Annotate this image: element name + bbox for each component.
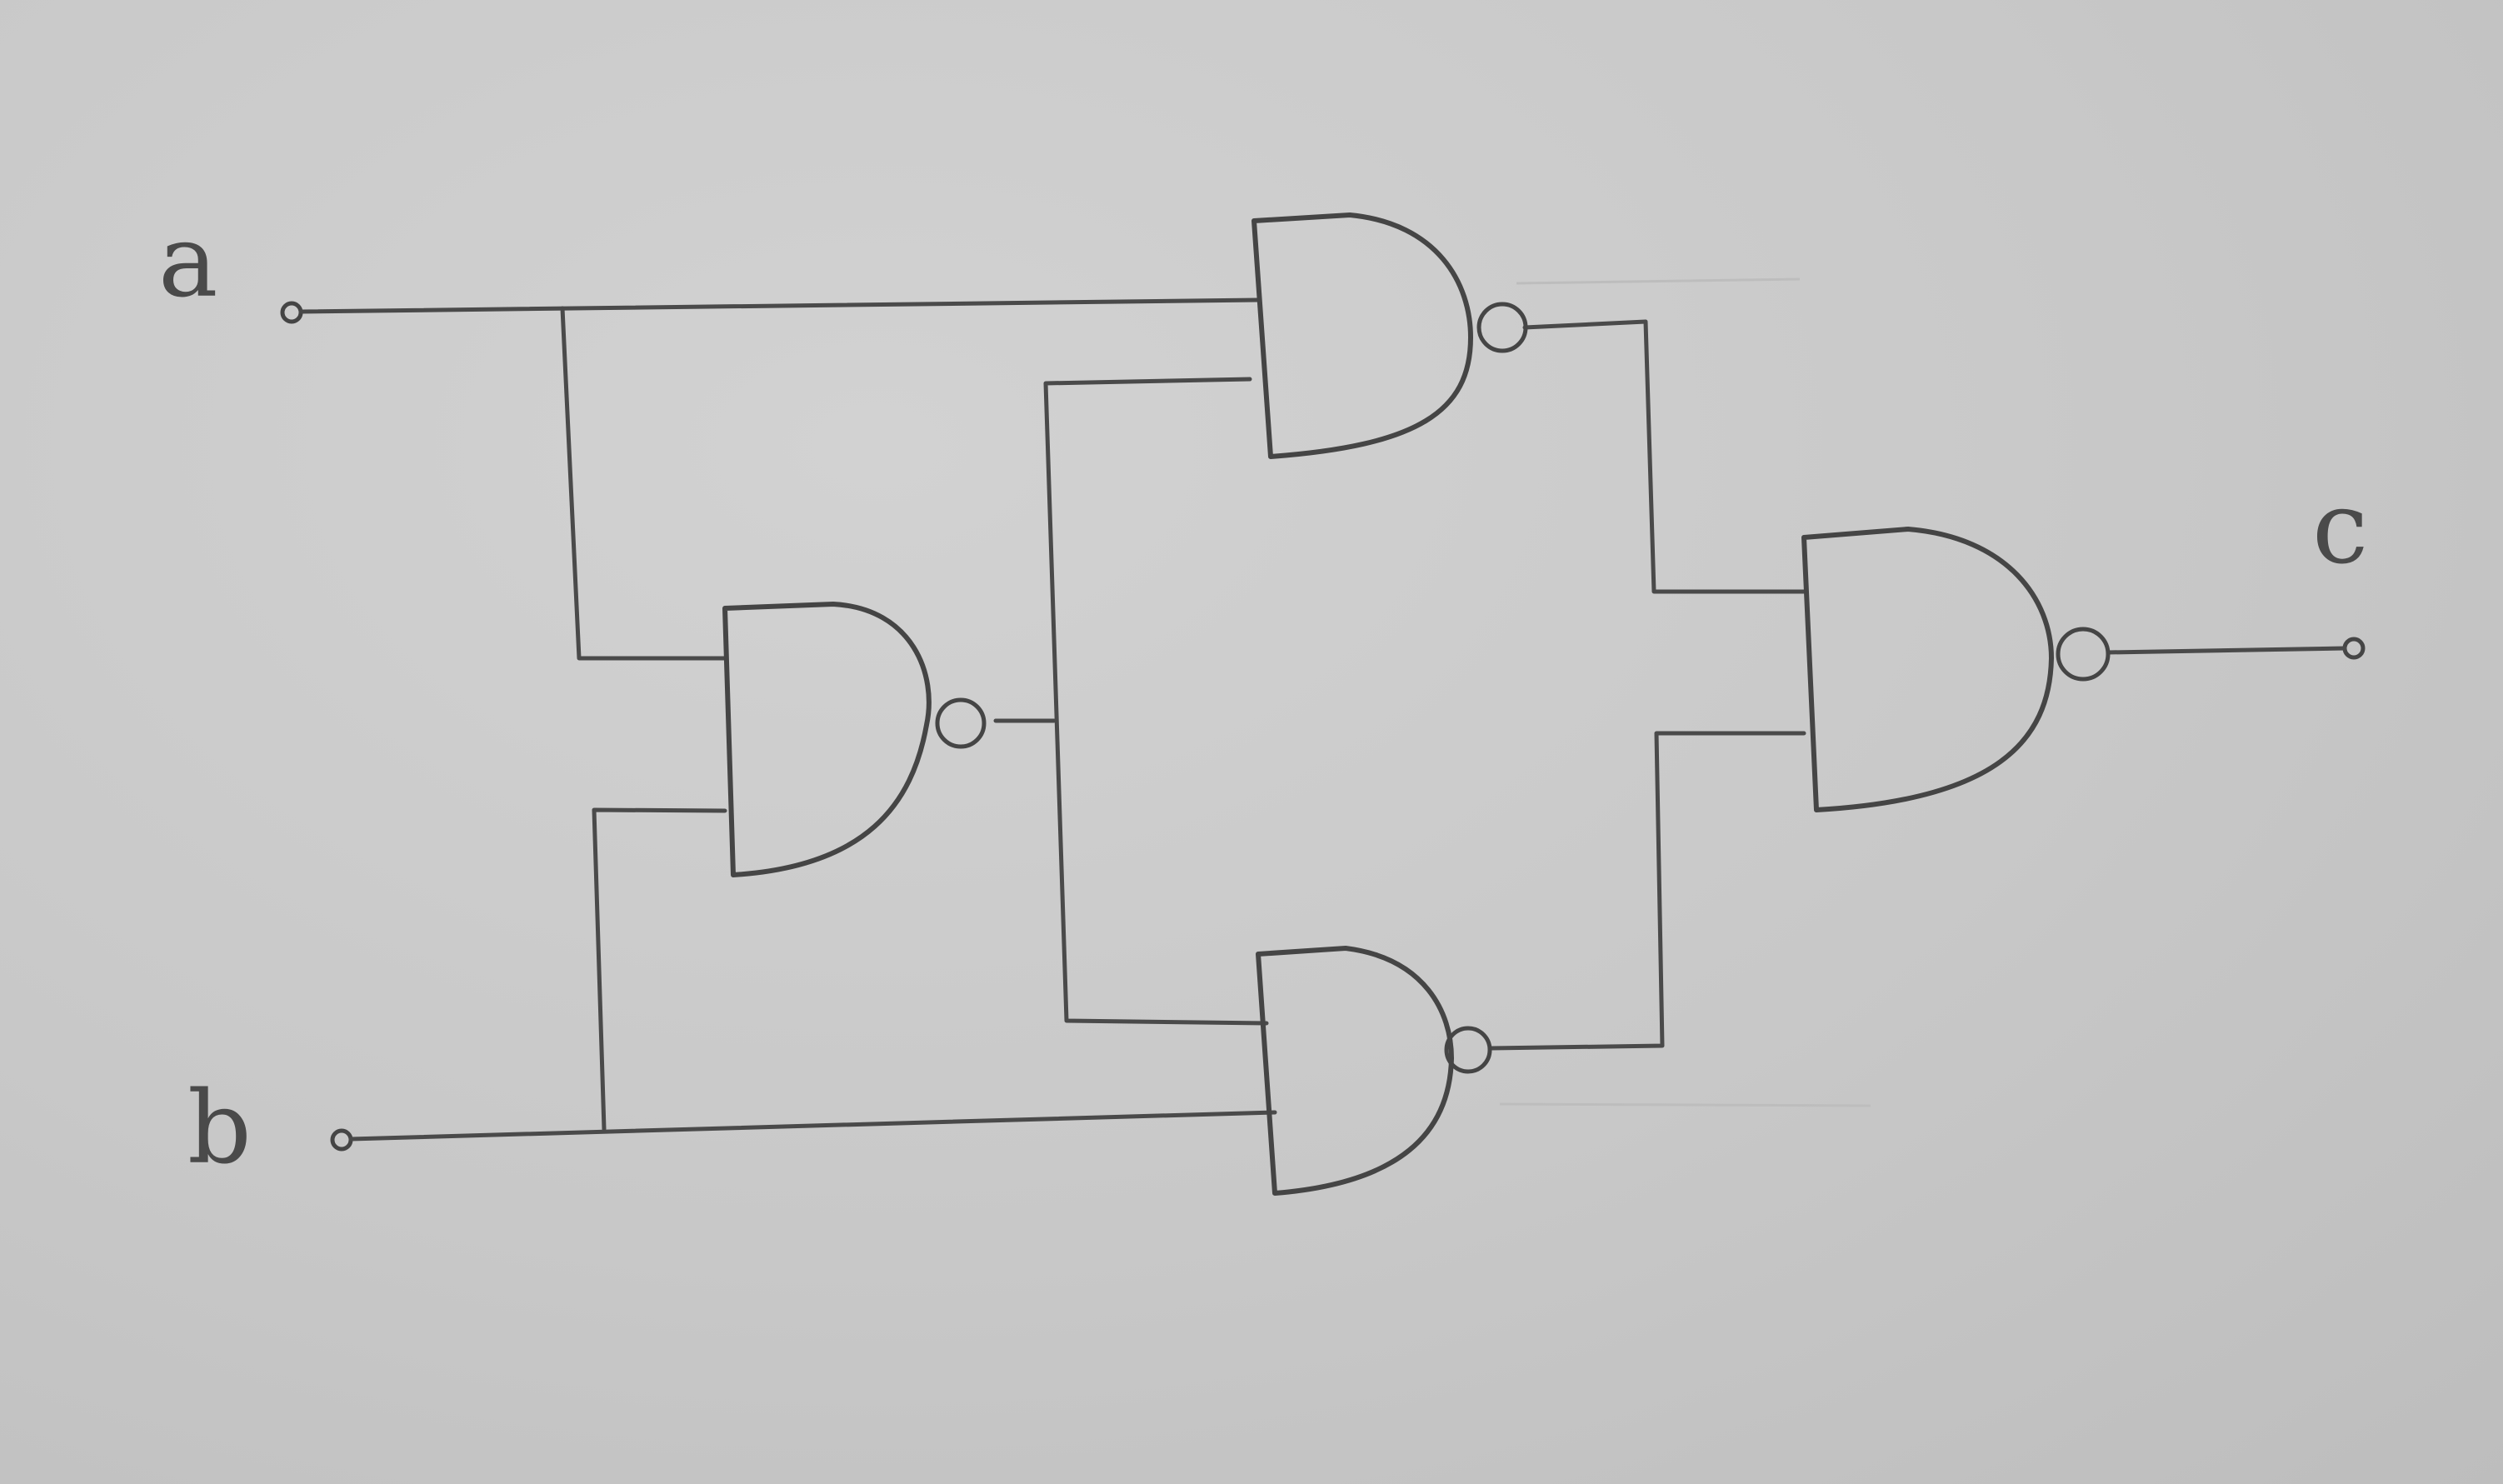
wire-b-to-gate3: [348, 1110, 1277, 1142]
nand-gate-2-body: [1252, 212, 1473, 459]
wire-gate1-to-gates2-3: [1043, 377, 1269, 1026]
input-a-terminal: [280, 301, 303, 324]
faint-guide-line-top: [1516, 277, 1801, 285]
nand-gate-4-body: [1801, 527, 2054, 812]
nand-gate-4: [1801, 527, 2111, 812]
nand-gate-3-body: [1256, 946, 1454, 1196]
nand-gate-2-bubble: [1476, 302, 1528, 353]
wire-gate2-to-gate4: [1522, 319, 1806, 594]
nand-gate-3-bubble: [1444, 1026, 1492, 1074]
nand-gate-1: [722, 602, 987, 877]
wire-gate4-output: [2106, 646, 2347, 655]
nand-gate-3: [1256, 946, 1492, 1196]
nand-gate-4-bubble: [2056, 627, 2111, 682]
nand-gate-2: [1252, 212, 1528, 459]
input-b-label: b: [187, 1071, 252, 1187]
faint-guide-line-bottom: [1499, 1102, 1871, 1107]
wire-gate3-to-gate4: [1489, 731, 1806, 1051]
output-c-terminal: [2342, 637, 2366, 660]
wire-a-to-gate2: [298, 297, 1261, 314]
nand-gate-1-bubble: [935, 697, 987, 749]
nand-gate-1-body: [722, 602, 932, 877]
wire-a-branch-to-gate1: [560, 306, 729, 661]
input-a-label: a: [158, 204, 218, 320]
wire-b-branch-to-gate1: [592, 807, 727, 1132]
input-b-terminal: [330, 1128, 353, 1152]
output-c-label: c: [2312, 471, 2368, 587]
